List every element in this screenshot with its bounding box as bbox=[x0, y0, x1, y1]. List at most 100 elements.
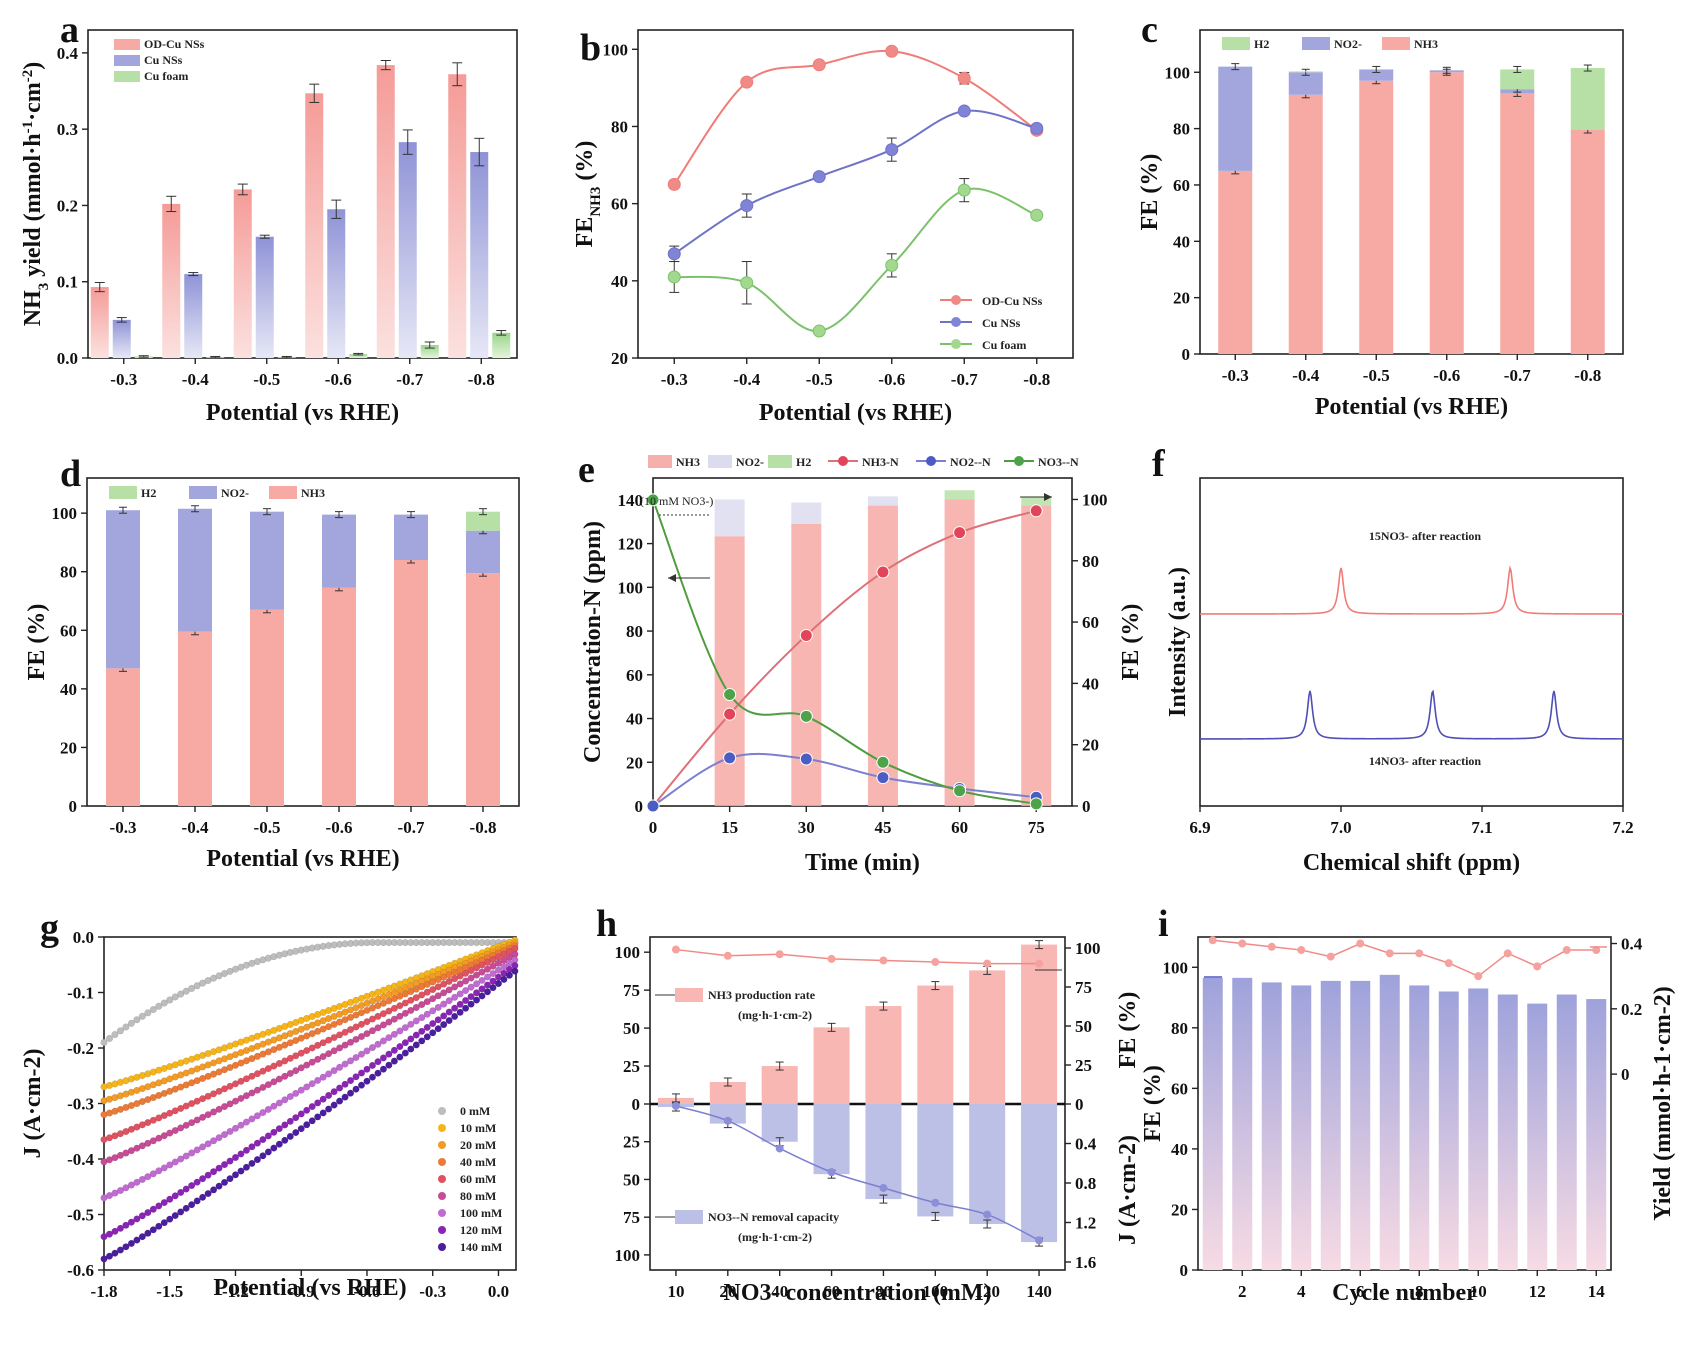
lsv-point bbox=[467, 974, 475, 982]
legend-label: Cu foam bbox=[982, 338, 1026, 352]
data-point bbox=[885, 44, 899, 58]
lsv-point bbox=[210, 1186, 218, 1194]
data-point bbox=[740, 199, 754, 213]
lsv-point bbox=[231, 1124, 240, 1132]
lsv-point bbox=[177, 1155, 185, 1163]
lsv-point bbox=[199, 979, 207, 987]
lsv-point bbox=[253, 1139, 261, 1147]
y-tick-label: 60 bbox=[1173, 176, 1190, 195]
y-tick-label: 80 bbox=[626, 622, 643, 641]
lsv-point bbox=[401, 1009, 409, 1017]
lsv-point bbox=[385, 1034, 393, 1042]
lsv-point bbox=[270, 1128, 278, 1136]
x-tick-label: -0.8 bbox=[1023, 370, 1050, 389]
current-line bbox=[675, 1105, 1040, 1241]
legend-marker bbox=[438, 1209, 446, 1217]
lsv-point bbox=[407, 996, 415, 1004]
y-tick-label: 80 bbox=[1173, 120, 1190, 139]
lsv-point bbox=[429, 1007, 437, 1015]
bar bbox=[1379, 974, 1400, 1270]
fe-bar-segment bbox=[714, 499, 745, 537]
plot-frame bbox=[637, 29, 1074, 359]
lsv-point bbox=[248, 1089, 256, 1097]
lsv-point bbox=[177, 1188, 185, 1196]
panel-g: g 0.0 -0.1 -0.2 -0.3 -0.4 -0.5 -0.6 -1.8 -1.5 -1.2… bbox=[20, 907, 519, 1301]
lsv-point bbox=[341, 1041, 349, 1049]
plot-frame bbox=[87, 29, 518, 359]
bar-segment bbox=[1570, 130, 1605, 354]
lsv-point bbox=[220, 1178, 229, 1186]
bar-segment bbox=[1359, 69, 1394, 81]
bar bbox=[1202, 977, 1223, 1270]
lsv-point bbox=[429, 995, 437, 1003]
lsv-point bbox=[440, 980, 448, 988]
x-tick-label: -0.9 bbox=[288, 1282, 315, 1301]
lsv-point bbox=[352, 1035, 360, 1043]
panel-i: i 0 20 40 60 80 100 0 0.2 0.4 2 4 6 8 10 12 14 Cycle numb… bbox=[1140, 903, 1676, 1306]
legend-label: NH3-N bbox=[862, 455, 899, 469]
lsv-point bbox=[166, 1215, 174, 1223]
yield-point bbox=[1385, 949, 1394, 958]
lsv-point bbox=[467, 993, 475, 1001]
data-point bbox=[740, 276, 754, 290]
lsv-point bbox=[418, 1027, 426, 1035]
y-tick-label: 100 bbox=[1163, 958, 1189, 977]
x-axis-title: NO3- concentration (mM) bbox=[724, 1280, 992, 1306]
legend-swatch bbox=[109, 486, 137, 499]
x-tick-label: -0.8 bbox=[468, 370, 495, 389]
y-tick-label: 50 bbox=[623, 1170, 640, 1189]
yield-point bbox=[1503, 949, 1512, 958]
x-tick-label: 8 bbox=[1415, 1282, 1424, 1301]
annotation-concentration: (10 mM NO3-) bbox=[640, 494, 713, 508]
lsv-point bbox=[275, 1099, 283, 1107]
lsv-point bbox=[368, 1015, 377, 1023]
lsv-point bbox=[478, 968, 486, 976]
bar-upper bbox=[709, 1081, 746, 1104]
y-tick-label: 100 bbox=[1165, 63, 1191, 82]
legend-label: Cu foam bbox=[144, 69, 188, 83]
lsv-point bbox=[363, 1065, 371, 1073]
panel-e: e 0 20 40 60 80 100 120 140 0 20 40 60 80 100 0 15 30 45 60… bbox=[578, 449, 1144, 876]
data-point bbox=[953, 526, 967, 540]
legend-marker bbox=[438, 1124, 446, 1132]
lsv-point bbox=[111, 1031, 119, 1039]
x-axis-title: Time (min) bbox=[805, 850, 920, 876]
lsv-point bbox=[171, 1126, 179, 1135]
bar bbox=[1291, 985, 1312, 1270]
bar-segment bbox=[106, 668, 140, 806]
x-tick-label: 7.1 bbox=[1471, 818, 1492, 837]
bar bbox=[1497, 994, 1518, 1270]
lsv-point bbox=[385, 1050, 393, 1058]
data-point bbox=[812, 58, 826, 72]
plot-frame bbox=[1199, 29, 1624, 355]
data-point bbox=[723, 687, 737, 701]
series-line bbox=[652, 499, 1037, 805]
y2-tick-label: 100 bbox=[1082, 490, 1108, 509]
lsv-point bbox=[144, 1229, 152, 1237]
arrow-head bbox=[1044, 493, 1052, 501]
x-axis-title: Potential (vs RHE) bbox=[206, 400, 399, 426]
x-tick-label: 6.9 bbox=[1189, 818, 1210, 837]
y-tick-label: 140 bbox=[618, 491, 644, 510]
panel-label-h: h bbox=[596, 903, 617, 945]
lsv-point bbox=[237, 1077, 245, 1085]
lsv-point bbox=[462, 977, 470, 985]
lsv-point bbox=[489, 962, 497, 970]
lsv-point bbox=[390, 1057, 398, 1065]
bar-segment bbox=[322, 514, 356, 588]
legend-marker bbox=[951, 295, 961, 305]
lsv-point bbox=[314, 1055, 322, 1063]
lsv-point bbox=[352, 1023, 360, 1031]
y-tick-label: 0 bbox=[635, 797, 644, 816]
current-point bbox=[983, 1210, 992, 1219]
plot-frame bbox=[86, 477, 520, 807]
yield-point bbox=[1444, 959, 1453, 968]
y-tick-label: 20 bbox=[611, 349, 628, 368]
fe-point bbox=[671, 945, 680, 954]
lsv-point bbox=[483, 958, 492, 966]
legend-marker bbox=[926, 456, 936, 466]
fe-tick-label: 100 bbox=[1075, 939, 1101, 958]
lsv-point bbox=[308, 1103, 316, 1111]
data-point bbox=[1029, 504, 1043, 518]
data-point bbox=[812, 170, 826, 184]
